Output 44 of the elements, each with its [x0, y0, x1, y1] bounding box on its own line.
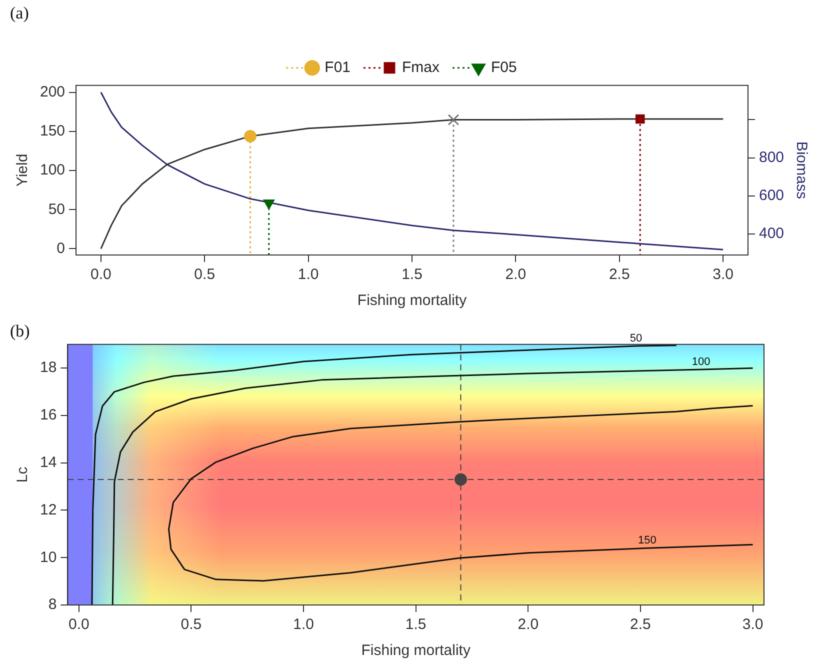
x-axis-title: Fishing mortality: [361, 642, 471, 660]
x-tick-label: 3.0: [742, 616, 764, 634]
series-label: 100: [692, 356, 710, 368]
x-tick-label: 2.5: [608, 266, 630, 284]
y-tick-label: 150: [40, 122, 66, 140]
chart-title: (b): [10, 322, 30, 341]
point: [244, 130, 256, 142]
x-tick-label: 3.0: [712, 266, 734, 284]
y-tick-label: 18: [40, 359, 57, 376]
x-tick-label: 1.0: [298, 266, 319, 284]
y-tick-label: 0: [56, 240, 66, 257]
x-tick-label: 1.5: [402, 266, 422, 284]
y-tick-label: 50: [48, 200, 66, 218]
chart-title: (a): [10, 4, 29, 23]
y2-tick-label: 600: [758, 187, 784, 204]
legend-label: F05: [491, 59, 517, 76]
y2-axis-title: Biomass: [792, 141, 810, 199]
x-tick-label: 0.5: [180, 616, 202, 634]
y-axis-title: Lc: [14, 466, 32, 483]
x-tick-label: 2.0: [505, 266, 526, 284]
series-label: 150: [638, 534, 656, 547]
y-tick-label: 10: [40, 548, 57, 566]
y-axis-title: Yield: [14, 154, 32, 187]
legend-label: Fmax: [402, 59, 440, 76]
y2-tick-label: 800: [758, 148, 784, 166]
x-tick-label: 2.0: [518, 616, 539, 634]
y-tick-label: 16: [40, 406, 57, 424]
y-tick-label: 8: [48, 596, 57, 614]
point: [635, 114, 645, 124]
y-tick-label: 12: [40, 501, 57, 518]
x-tick-label: 0.0: [68, 616, 90, 634]
x-tick-label: 0.5: [194, 266, 216, 284]
legend-label: F01: [324, 59, 351, 76]
x-tick-label: 2.5: [630, 616, 651, 634]
point: [448, 114, 460, 126]
y2-tick-label: 400: [758, 225, 784, 242]
series-label: 50: [630, 332, 642, 345]
x-tick-label: 1.0: [293, 616, 314, 634]
x-tick-label: 0.0: [90, 266, 112, 284]
x-tick-label: 1.5: [405, 616, 426, 634]
y-tick-label: 14: [40, 454, 57, 471]
x-axis-title: Fishing mortality: [357, 292, 468, 310]
y-tick-label: 100: [40, 162, 66, 179]
y-tick-label: 200: [40, 84, 66, 101]
